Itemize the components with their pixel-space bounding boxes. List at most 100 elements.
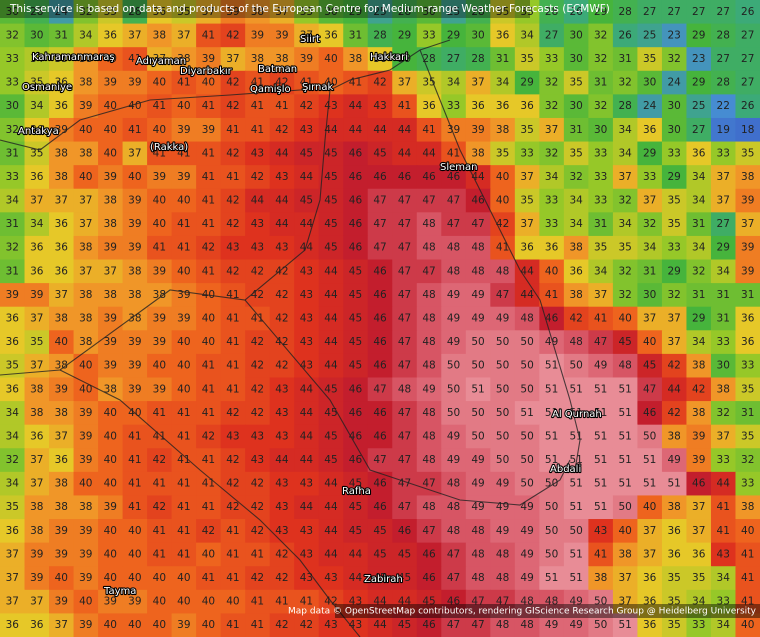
- temperature-value: 50: [520, 454, 533, 466]
- temperature-value: 42: [251, 336, 264, 348]
- temperature-cell: [196, 495, 222, 520]
- temperature-cell: [294, 495, 320, 520]
- temperature-cell: [588, 212, 614, 237]
- temperature-cell: [392, 448, 418, 473]
- temperature-cell: [612, 353, 638, 378]
- temperature-value: 51: [668, 478, 681, 490]
- temperature-value: 33: [668, 242, 681, 254]
- temperature-cell: [245, 613, 271, 637]
- temperature-cell: [318, 377, 344, 402]
- temperature-value: 42: [226, 77, 239, 89]
- temperature-value: 43: [300, 525, 313, 537]
- temperature-value: 37: [177, 29, 190, 41]
- temperature-cell: [465, 589, 491, 614]
- temperature-value: 28: [471, 53, 484, 65]
- temperature-value: 48: [398, 383, 411, 395]
- temperature-value: 40: [177, 360, 190, 372]
- temperature-value: 49: [447, 454, 460, 466]
- temperature-value: 41: [202, 407, 215, 419]
- temperature-cell: [416, 306, 442, 331]
- temperature-value: 41: [226, 360, 239, 372]
- temperature-cell: [441, 259, 467, 284]
- temperature-cell: [0, 165, 26, 190]
- temperature-cell: [269, 471, 295, 496]
- temperature-cell: [661, 495, 687, 520]
- temperature-cell: [735, 306, 760, 331]
- temperature-value: 46: [373, 478, 387, 490]
- temperature-cell: [318, 47, 344, 72]
- temperature-cell: [343, 401, 369, 426]
- temperature-cell: [392, 188, 418, 213]
- temperature-value: 40: [79, 360, 92, 372]
- temperature-cell: [735, 471, 760, 496]
- temperature-cell: [294, 47, 320, 72]
- temperature-value: 47: [422, 525, 435, 537]
- temperature-cell: [661, 94, 687, 119]
- temperature-value: 30: [569, 100, 582, 112]
- temperature-value: 47: [447, 619, 460, 631]
- temperature-cell: [98, 94, 124, 119]
- temperature-cell: [563, 306, 589, 331]
- temperature-cell: [514, 377, 540, 402]
- temperature-cell: [0, 117, 26, 143]
- temperature-cell: [73, 306, 99, 331]
- temperature-value: 46: [422, 572, 436, 584]
- temperature-cell: [269, 401, 295, 426]
- temperature-cell: [441, 401, 467, 426]
- temperature-value: 43: [324, 572, 337, 584]
- temperature-cell: [416, 235, 442, 261]
- temperature-cell: [24, 495, 50, 520]
- place-label: Siirt: [300, 34, 320, 45]
- temperature-value: 50: [496, 430, 509, 442]
- temperature-cell: [171, 566, 197, 591]
- temperature-value: 35: [30, 77, 43, 89]
- temperature-value: 36: [30, 619, 44, 631]
- temperature-value: 33: [717, 454, 730, 466]
- temperature-value: 39: [692, 454, 705, 466]
- temperature-cell: [269, 542, 295, 567]
- temperature-cell: [514, 424, 540, 449]
- temperature-value: 30: [569, 53, 582, 65]
- temperature-value: 40: [741, 619, 754, 631]
- temperature-value: 42: [275, 77, 288, 89]
- temperature-cell: [735, 330, 760, 355]
- temperature-cell: [490, 330, 516, 355]
- temperature-cell: [514, 165, 540, 190]
- temperature-value: 44: [275, 147, 289, 159]
- temperature-cell: [637, 448, 663, 473]
- temperature-value: 50: [447, 407, 460, 419]
- temperature-value: 51: [569, 430, 582, 442]
- temperature-value: 29: [668, 265, 681, 277]
- temperature-cell: [686, 117, 712, 143]
- temperature-value: 29: [398, 29, 411, 41]
- temperature-cell: [24, 519, 50, 544]
- temperature-value: 41: [741, 548, 754, 560]
- temperature-value: 31: [692, 289, 705, 301]
- temperature-value: 50: [496, 360, 509, 372]
- temperature-cell: [661, 566, 687, 591]
- temperature-cell: [465, 259, 491, 284]
- temperature-cell: [220, 212, 246, 237]
- temperature-cell: [73, 424, 99, 449]
- temperature-value: 37: [668, 313, 681, 325]
- temperature-value: 41: [128, 501, 141, 513]
- temperature-cell: [465, 330, 491, 355]
- temperature-value: 39: [153, 171, 166, 183]
- temperature-value: 27: [643, 6, 656, 18]
- temperature-value: 45: [349, 336, 362, 348]
- temperature-value: 31: [643, 265, 656, 277]
- temperature-cell: [686, 353, 712, 378]
- temperature-value: 37: [128, 29, 141, 41]
- temperature-cell: [147, 70, 173, 95]
- temperature-value: 31: [55, 29, 68, 41]
- temperature-cell: [0, 0, 26, 25]
- temperature-cell: [392, 117, 418, 143]
- temperature-cell: [367, 353, 393, 378]
- temperature-cell: [416, 188, 442, 213]
- temperature-cell: [465, 235, 491, 261]
- border: [419, 49, 581, 471]
- temperature-value: 49: [471, 501, 484, 513]
- temperature-value: 40: [177, 336, 190, 348]
- temperature-cell: [269, 377, 295, 402]
